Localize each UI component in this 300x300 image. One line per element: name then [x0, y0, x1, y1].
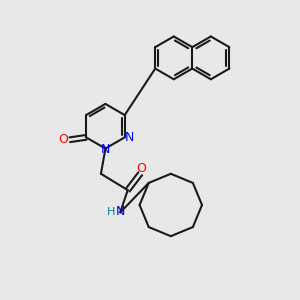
Text: H: H — [106, 207, 115, 217]
Text: O: O — [58, 133, 68, 146]
Text: N: N — [124, 131, 134, 144]
Text: O: O — [136, 162, 146, 175]
Text: N: N — [101, 142, 110, 156]
Text: N: N — [116, 205, 126, 218]
